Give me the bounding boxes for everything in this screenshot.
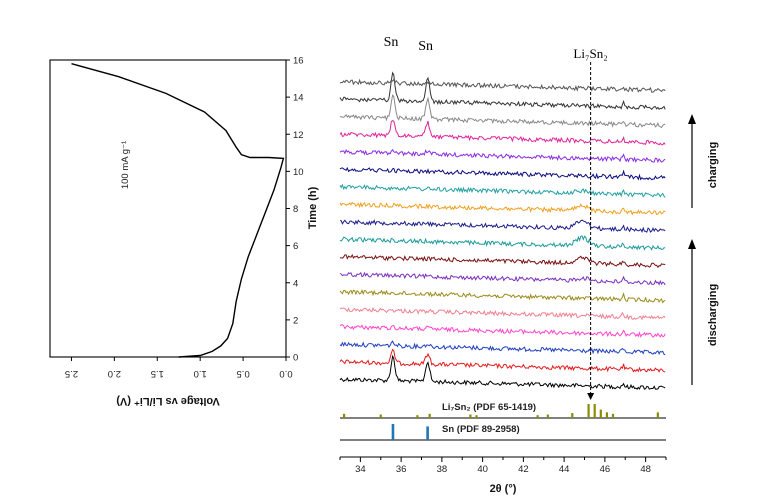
xrd-pattern-trace — [339, 219, 666, 233]
xrd-pattern-trace — [339, 271, 666, 286]
voltage-curve — [71, 63, 285, 358]
reference-stick — [599, 409, 602, 418]
reference-stick — [475, 415, 478, 418]
voltage-tick-label: 2.0 — [108, 368, 121, 379]
voltage-axis-title: Voltage vs Li/Li⁺ (V) — [116, 395, 220, 407]
li7sn2-reference-sticks — [342, 404, 659, 418]
two-theta-tick-label: 34 — [355, 464, 366, 475]
xrd-pattern-trace — [339, 235, 666, 251]
xrd-pattern-trace — [339, 324, 666, 338]
sn-reference-sticks — [391, 424, 429, 440]
sn-reference-label: Sn (PDF 89-2958) — [442, 424, 520, 435]
time-tick-label: 14 — [293, 93, 304, 104]
reference-stick — [391, 424, 395, 440]
voltage-axis-ticks: 2.5 2.0 1.5 1.0 0.5 0.0 — [65, 357, 293, 379]
reference-stick — [469, 414, 472, 418]
time-tick-label: 2 — [293, 315, 298, 326]
reference-stick — [379, 414, 382, 418]
discharging-label: discharging — [707, 284, 719, 346]
time-tick-label: 16 — [293, 56, 304, 67]
reference-stick — [536, 415, 539, 418]
xrd-pattern-trace — [339, 120, 666, 146]
charging-label: charging — [707, 142, 719, 188]
time-tick-label: 6 — [293, 241, 298, 252]
two-theta-tick-label: 38 — [437, 464, 448, 475]
xrd-pattern-trace — [339, 289, 666, 304]
sn-peak-label-1: Sn — [384, 35, 399, 50]
xrd-pattern-trace — [339, 148, 666, 164]
voltage-tick-label: 1.0 — [194, 368, 207, 379]
reference-stick — [416, 415, 419, 418]
xrd-traces — [339, 71, 666, 390]
xrd-pattern-trace — [339, 348, 666, 373]
time-axis-title: Time (h) — [307, 186, 319, 229]
xrd-pattern-trace — [339, 354, 666, 390]
time-axis-ticks: 0 2 4 6 8 10 12 14 16 — [286, 56, 304, 364]
voltage-tick-label: 1.5 — [151, 368, 164, 379]
time-tick-label: 0 — [293, 353, 298, 364]
xrd-panel: Sn Sn Li₇Sn₂ charging discharging Li₇Sn₂… — [339, 35, 719, 495]
reference-stick — [593, 404, 596, 418]
reference-stick — [342, 413, 346, 418]
two-theta-tick-label: 40 — [477, 464, 488, 475]
xrd-pattern-trace — [339, 253, 666, 269]
time-tick-label: 12 — [293, 130, 304, 141]
reference-stick — [587, 404, 590, 418]
voltage-tick-label: 2.5 — [65, 368, 78, 379]
li7sn2-reference-label: Li₇Sn₂ (PDF 65-1419) — [442, 402, 536, 413]
reference-stick — [571, 413, 574, 418]
reference-stick — [611, 413, 615, 418]
charging-arrowhead — [688, 114, 696, 124]
left-plot-frame — [49, 59, 287, 358]
xrd-pattern-trace — [339, 71, 666, 111]
xrd-pattern-trace — [339, 340, 666, 356]
time-tick-label: 10 — [293, 167, 304, 178]
voltage-tick-label: 0.0 — [279, 368, 292, 379]
two-theta-axis-ticks: 34 36 38 40 42 44 46 48 — [339, 457, 667, 475]
rate-annotation: 100 mA g⁻¹ — [120, 141, 131, 189]
sn-peak-label-2: Sn — [418, 39, 433, 54]
xrd-pattern-trace — [339, 183, 666, 198]
xrd-pattern-trace — [339, 78, 666, 93]
li7sn2-marker-arrowhead — [587, 393, 595, 400]
two-theta-axis-title: 2θ (°) — [490, 483, 517, 495]
reference-stick — [428, 413, 431, 418]
xrd-pattern-trace — [339, 166, 666, 181]
two-theta-tick-label: 44 — [559, 464, 570, 475]
reference-stick — [605, 412, 609, 418]
time-tick-label: 4 — [293, 278, 298, 289]
reference-stick — [546, 414, 549, 418]
two-theta-tick-label: 42 — [518, 464, 529, 475]
xrd-pattern-trace — [339, 94, 666, 129]
discharging-arrowhead — [688, 239, 696, 249]
voltage-time-panel: 2.5 2.0 1.5 1.0 0.5 0.0 0 2 4 6 8 10 12 14 16 100 mA … — [49, 56, 319, 407]
voltage-tick-label: 0.5 — [236, 368, 249, 379]
reference-stick — [426, 426, 429, 440]
xrd-pattern-trace — [339, 201, 666, 216]
reference-stick — [656, 412, 659, 418]
two-theta-tick-label: 36 — [396, 464, 407, 475]
xrd-pattern-trace — [339, 306, 666, 321]
two-theta-tick-label: 46 — [600, 464, 611, 475]
li7sn2-peak-label: Li₇Sn₂ — [573, 46, 607, 61]
two-theta-tick-label: 48 — [640, 464, 651, 475]
time-tick-label: 8 — [293, 204, 298, 215]
